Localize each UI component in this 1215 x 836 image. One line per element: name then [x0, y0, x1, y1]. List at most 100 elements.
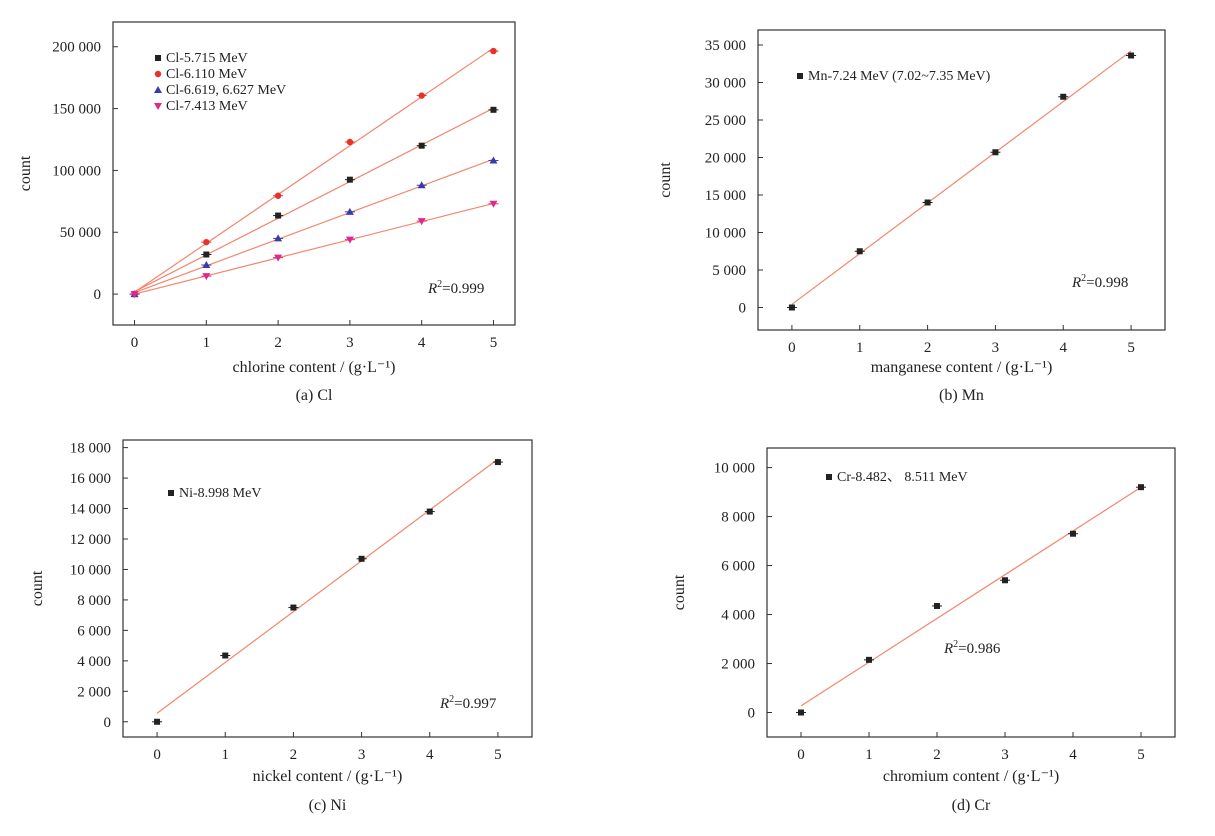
fit-line [134, 158, 494, 294]
panel-ni: 0 1 2 3 4 5 0 2 000 4 000 6 000 8 000 10 000 12 000 1… [29, 439, 533, 814]
x-tick-label: 5 [490, 335, 498, 351]
plot-frame [766, 447, 1176, 738]
data-point [1060, 93, 1067, 100]
y-tick-label: 0 [104, 715, 112, 731]
x-tick-label: 0 [131, 335, 139, 351]
y-axis-title: count [671, 574, 688, 610]
data-point [274, 254, 283, 262]
data-point [417, 181, 426, 189]
y-tick-label: 200 000 [52, 40, 101, 56]
y-tick-label: 6 000 [721, 559, 755, 575]
y-tick-label: 150 000 [52, 102, 101, 118]
data-point [346, 176, 353, 183]
fit-line [156, 458, 499, 714]
x-tick-label: 1 [203, 335, 211, 351]
y-tick-label: 0 [748, 706, 756, 722]
y-tick-label: 100 000 [52, 163, 101, 179]
data-point [924, 199, 931, 206]
x-tick-label: 5 [1137, 747, 1145, 763]
x-tick-label: 1 [222, 747, 230, 763]
data-point [856, 248, 863, 255]
plot-frame [757, 29, 1166, 331]
data-point [1128, 52, 1135, 59]
y-tick-label: 8 000 [721, 510, 755, 526]
x-tick-label: 3 [1001, 747, 1009, 763]
data-point [418, 142, 425, 149]
legend-marker [154, 86, 162, 93]
y-tick-label: 18 000 [70, 441, 111, 457]
x-axis-title: chromium content / (g·L⁻¹) [883, 768, 1059, 785]
y-tick-label: 30 000 [705, 76, 746, 92]
data-point [202, 273, 211, 281]
fit-line [134, 202, 494, 295]
x-tick-label: 0 [153, 747, 161, 763]
legend-marker [154, 70, 162, 78]
y-tick-label: 0 [739, 301, 747, 317]
y-tick-label: 15 000 [705, 188, 746, 204]
data-point [1138, 484, 1144, 491]
panel-caption: (a) Cl [296, 387, 333, 404]
data-point [202, 261, 211, 269]
data-point [489, 156, 498, 164]
data-point [345, 207, 354, 215]
y-tick-label: 4 000 [721, 608, 755, 624]
fit-line [800, 486, 1142, 707]
y-tick-label: 25 000 [705, 113, 746, 129]
y-tick-label: 16 000 [70, 471, 111, 487]
data-point [345, 236, 354, 244]
legend-label: Ni-8.998 MeV [179, 486, 261, 501]
data-point [992, 149, 999, 156]
panel-cl: 0 1 2 3 4 5 0 50 000 100 000 150 000 200 000 chlori… [17, 21, 516, 404]
legend-label: Cl-6.619, 6.627 MeV [166, 83, 286, 98]
data-point [203, 238, 210, 246]
legend-marker [826, 474, 832, 480]
panel-mn: 0 1 2 3 4 5 0 5 000 10 000 15 000 20 000 25 000 30 0… [657, 29, 1166, 404]
data-point [934, 602, 940, 609]
data-point [788, 304, 795, 311]
panel-cr: 0 1 2 3 4 5 0 2 000 4 000 6 000 8 000 10 000 chromiu… [671, 447, 1176, 814]
panel-caption: (c) Ni [309, 797, 347, 814]
data-point [417, 218, 426, 226]
x-tick-label: 3 [358, 747, 366, 763]
legend-label: Cr-8.482、 8.511 MeV [837, 470, 968, 485]
data-point [274, 234, 283, 242]
y-tick-label: 14 000 [70, 502, 111, 518]
legend-label: Mn-7.24 MeV (7.02~7.35 MeV) [808, 69, 991, 84]
data-point [346, 138, 354, 146]
plot-frame [112, 21, 516, 326]
y-tick-label: 12 000 [70, 532, 111, 548]
x-tick-label: 0 [797, 747, 805, 763]
y-tick-label: 10 000 [714, 461, 755, 477]
legend-marker [168, 490, 174, 496]
x-tick-label: 2 [924, 340, 932, 356]
x-tick-label: 2 [933, 747, 941, 763]
r-squared-label: R2=0.997 [439, 694, 497, 712]
x-tick-label: 3 [992, 340, 1000, 356]
x-tick-label: 1 [865, 747, 873, 763]
y-tick-label: 5 000 [712, 263, 746, 279]
panel-caption: (b) Mn [939, 387, 984, 404]
y-axis-title: count [657, 162, 674, 198]
data-point [154, 718, 161, 725]
x-tick-label: 4 [1069, 747, 1077, 763]
data-point [798, 709, 804, 716]
r-squared-label: R2=0.998 [1071, 273, 1128, 291]
fit-line [134, 107, 494, 293]
x-tick-label: 4 [1060, 340, 1068, 356]
x-axis-title: nickel content / (g·L⁻¹) [253, 768, 403, 785]
data-point [494, 459, 501, 466]
x-tick-label: 2 [290, 747, 298, 763]
data-point [1070, 530, 1076, 537]
y-tick-label: 4 000 [77, 654, 111, 670]
y-tick-label: 10 000 [70, 562, 111, 578]
data-point [1002, 577, 1008, 584]
y-tick-label: 2 000 [77, 684, 111, 700]
x-tick-label: 1 [856, 340, 864, 356]
y-tick-label: 6 000 [77, 623, 111, 639]
fit-line [134, 47, 494, 293]
legend-marker [155, 55, 161, 61]
data-point [222, 652, 229, 659]
y-axis-title: count [29, 570, 46, 606]
data-point [426, 508, 433, 515]
